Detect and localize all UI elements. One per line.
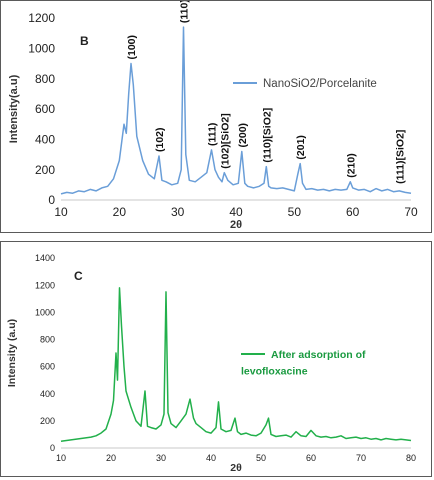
x-tick-label: 60 [346, 205, 360, 219]
xrd-chart-c: 0 200 400 600 800 1000 1200 1400 10 20 30 40 50 60 70 8… [6, 253, 416, 474]
legend-label-line: After adsorption of [271, 349, 366, 361]
panel-letter: C [74, 269, 83, 283]
panel-b: 0 200 400 600 800 1000 1200 10 20 30 40 50 60 70 NanoS… [0, 0, 432, 233]
x-tick-label: 50 [288, 205, 302, 219]
x-tick-label: 70 [404, 205, 418, 219]
x-tick-label: 30 [156, 453, 166, 463]
y-tick-label: 1000 [35, 307, 55, 317]
peak-label: (111)[SiO2] [394, 130, 406, 184]
peak-label: (201) [295, 135, 307, 160]
y-tick-label: 0 [48, 193, 55, 207]
y-tick-label: 800 [35, 72, 55, 86]
y-tick-label: 400 [35, 133, 55, 147]
y-tick-label: 1400 [35, 253, 55, 263]
y-tick-label: 200 [35, 163, 55, 177]
panel-c: 0 200 400 600 800 1000 1200 1400 10 20 30 40 50 60 70 8… [0, 241, 432, 477]
x-tick-label: 80 [406, 453, 416, 463]
legend-label: After adsorption of levofloxacine [241, 349, 366, 378]
x-tick-label: 10 [56, 453, 66, 463]
peak-label: (110)[SiO2] [261, 108, 273, 163]
peak-label: (210) [345, 153, 357, 178]
y-tick-label: 400 [40, 389, 55, 399]
peak-label: (111) [207, 123, 219, 146]
series-line [60, 287, 412, 442]
x-axis-title: 2θ [230, 219, 242, 231]
x-tick-label: 30 [171, 205, 185, 219]
xrd-chart-b: 0 200 400 600 800 1000 1200 10 20 30 40 50 60 70 NanoS… [8, 1, 418, 231]
x-tick-label: 50 [256, 453, 266, 463]
x-tick-label: 20 [106, 453, 116, 463]
panel-letter: B [80, 34, 89, 48]
x-tick-label: 40 [229, 205, 243, 219]
y-tick-label: 200 [40, 416, 55, 426]
x-axis-title: 2θ [230, 462, 242, 474]
legend-label: NanoSiO2/Porcelanite [263, 78, 377, 90]
y-tick-label: 0 [50, 443, 55, 453]
peak-label: (100) [126, 35, 138, 60]
peak-label: (102)[SiO2] [219, 113, 231, 168]
y-tick-label: 600 [40, 362, 55, 372]
x-tick-label: 20 [113, 205, 127, 219]
legend-label-line: levofloxacine [241, 366, 308, 378]
y-tick-label: 600 [35, 102, 55, 116]
y-axis-title: Intensity (a.u) [6, 319, 18, 387]
series-line [60, 26, 412, 195]
peak-label: (102) [154, 128, 166, 153]
y-tick-label: 1200 [28, 11, 55, 25]
x-tick-label: 40 [206, 453, 216, 463]
y-tick-label: 1200 [35, 280, 55, 290]
y-axis-title: Intensity(a.u) [8, 74, 20, 143]
x-tick-label: 70 [356, 453, 366, 463]
x-tick-label: 10 [54, 205, 68, 219]
peak-label: (110) [179, 1, 191, 23]
y-tick-label: 1000 [28, 42, 55, 56]
x-tick-label: 60 [306, 453, 316, 463]
y-tick-label: 800 [40, 335, 55, 345]
peak-label: (200) [237, 123, 249, 148]
